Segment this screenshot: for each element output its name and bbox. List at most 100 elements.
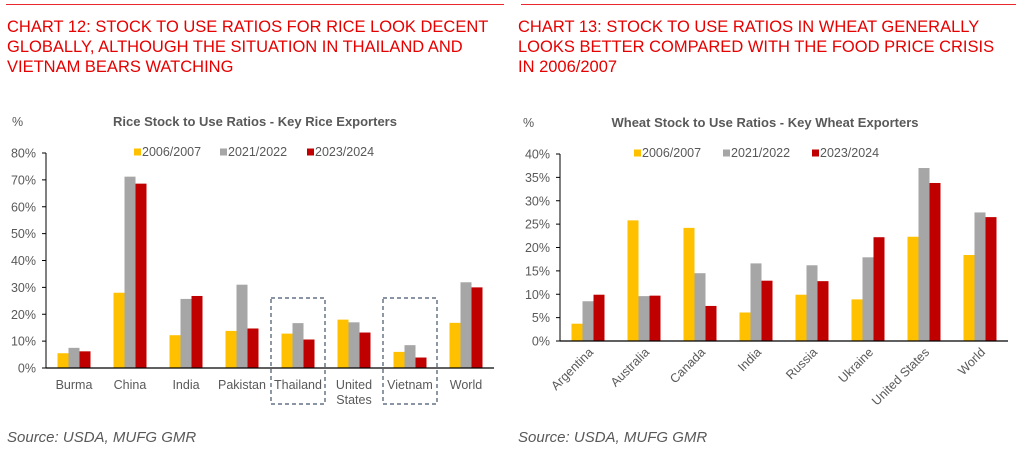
legend-swatch [812,149,819,157]
x-tick-label: Thailand [274,378,322,392]
legend-label: 2021/2022 [228,145,287,159]
y-tick-label: 35% [525,171,550,185]
bar [57,353,69,368]
bar [404,345,416,368]
bar [348,322,360,368]
x-tick-label: Argentina [548,345,596,393]
x-tick-label: Pakistan [218,378,266,392]
y-tick-label: 0% [532,335,550,349]
bar [929,182,941,341]
bar [281,333,293,368]
bar [79,351,91,368]
legend-swatch [134,148,141,156]
bar [68,347,80,368]
bar [918,168,930,341]
highlight-box [382,297,438,405]
chart-title: Wheat Stock to Use Ratios - Key Wheat Ex… [611,115,918,130]
x-tick-label: United States [869,345,932,408]
y-tick-label: 30% [11,281,36,295]
x-tick-label: United [336,378,372,392]
bar [593,294,605,341]
y-tick-label: 70% [11,173,36,187]
x-tick-label: Ukraine [836,345,876,385]
x-tick-label: World [450,378,482,392]
legend-label: 2021/2022 [731,146,790,160]
source-note: Source: USDA, MUFG GMR [518,429,708,446]
legend-label: 2006/2007 [142,145,201,159]
bar [974,212,986,341]
bar [761,280,773,341]
bar [180,298,192,368]
y-tick-label: 5% [532,311,550,325]
legend-swatch [723,149,730,157]
y-tick-label: 10% [11,335,36,349]
legend-label: 2006/2007 [642,146,701,160]
chart-heading: CHART 13: STOCK TO USE RATIOS IN WHEAT G… [518,18,995,76]
bar [694,273,706,341]
x-tick-label: India [735,345,764,374]
bar [739,312,751,341]
bar [169,335,181,368]
source-note: Source: USDA, MUFG GMR [7,429,197,446]
wheat-chart-panel: CHART 13: STOCK TO USE RATIOS IN WHEAT G… [515,0,1022,463]
x-tick-label: Russia [783,345,820,382]
bar [460,282,472,368]
x-tick-label: World [955,345,988,378]
bar [303,339,315,368]
bar [393,351,405,368]
bar [415,357,427,368]
y-tick-label: 0% [18,362,36,376]
y-tick-label: 25% [525,218,550,232]
bar [191,295,203,368]
y-tick-label: 30% [525,194,550,208]
bar [705,305,717,341]
y-tick-label: 40% [525,148,550,162]
y-tick-label: 10% [525,288,550,302]
y-tick-label: 40% [11,254,36,268]
bar [449,322,461,368]
y-tick-label: 50% [11,227,36,241]
bar [124,176,136,368]
x-tick-label: States [336,393,371,407]
bar [817,281,829,341]
legend-swatch [307,148,314,156]
legend-label: 2023/2024 [820,146,879,160]
bar [649,295,661,341]
rice-chart-panel: CHART 12: STOCK TO USE RATIOS FOR RICE L… [0,0,510,463]
bar [571,323,583,341]
wheat-bar-chart: Wheat Stock to Use Ratios - Key Wheat Ex… [523,115,1008,408]
y-tick-label: 80% [11,147,36,161]
header-rule [521,4,1016,5]
x-tick-label: Burma [56,378,93,392]
bar [851,299,863,341]
bar [985,217,997,341]
header-rule [6,4,504,5]
bar [638,296,650,341]
y-tick-label: 60% [11,200,36,214]
bar [225,330,237,368]
bar [683,227,695,341]
legend-label: 2023/2024 [315,145,374,159]
bar [862,257,874,341]
bar [795,294,807,341]
bar [873,237,885,341]
y-axis-unit-label: % [523,116,534,130]
legend-swatch [634,149,641,157]
x-tick-label: Australia [608,345,652,389]
y-tick-label: 15% [525,264,550,278]
x-tick-label: China [114,378,147,392]
bar [471,287,483,368]
bar [907,236,919,341]
bar [359,332,371,368]
y-tick-label: 20% [11,308,36,322]
highlight-box [270,297,326,405]
x-tick-label: India [172,378,199,392]
bar [337,319,349,368]
bar [113,292,125,368]
bar [582,301,594,341]
chart-heading: CHART 12: STOCK TO USE RATIOS FOR RICE L… [7,18,489,76]
bar [750,263,762,341]
bar [135,183,147,368]
y-axis-unit-label: % [12,115,23,129]
rice-bar-chart: Rice Stock to Use Ratios - Key Rice Expo… [11,114,494,407]
